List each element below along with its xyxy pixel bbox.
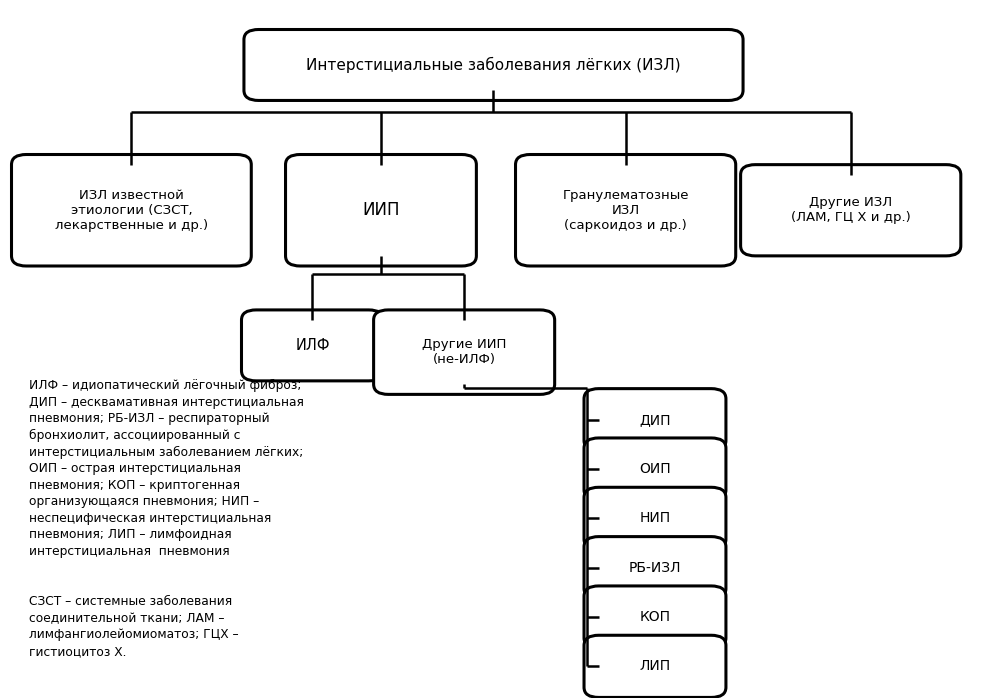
Text: НИП: НИП <box>639 512 669 526</box>
FancyBboxPatch shape <box>584 537 725 599</box>
Text: ОИП: ОИП <box>639 462 670 476</box>
Text: ИЛФ – идиопатический лёгочный фиброз;
ДИП – десквамативная интерстициальная
пнев: ИЛФ – идиопатический лёгочный фиброз; ДИ… <box>29 379 304 558</box>
Text: КОП: КОП <box>639 610 669 624</box>
Text: ИЗЛ известной
этиологии (СЗСТ,
лекарственные и др.): ИЗЛ известной этиологии (СЗСТ, лекарстве… <box>55 188 208 232</box>
FancyBboxPatch shape <box>584 438 725 500</box>
Text: ИИП: ИИП <box>362 201 399 219</box>
Text: СЗСТ – системные заболевания
соединительной ткани; ЛАМ –
лимфангиолейомиоматоз; : СЗСТ – системные заболевания соединитель… <box>29 595 238 658</box>
FancyBboxPatch shape <box>515 154 735 266</box>
FancyBboxPatch shape <box>285 154 476 266</box>
Text: Другие ИЗЛ
(ЛАМ, ГЦ Х и др.): Другие ИЗЛ (ЛАМ, ГЦ Х и др.) <box>790 196 910 224</box>
Text: ДИП: ДИП <box>639 413 670 426</box>
FancyBboxPatch shape <box>584 635 725 697</box>
Text: Интерстициальные заболевания лёгких (ИЗЛ): Интерстициальные заболевания лёгких (ИЗЛ… <box>306 57 680 73</box>
FancyBboxPatch shape <box>740 165 959 256</box>
FancyBboxPatch shape <box>584 389 725 451</box>
FancyBboxPatch shape <box>12 154 251 266</box>
FancyBboxPatch shape <box>374 310 554 394</box>
FancyBboxPatch shape <box>584 487 725 549</box>
FancyBboxPatch shape <box>244 29 742 101</box>
Text: Гранулематозные
ИЗЛ
(саркоидоз и др.): Гранулематозные ИЗЛ (саркоидоз и др.) <box>562 188 688 232</box>
FancyBboxPatch shape <box>242 310 383 381</box>
Text: Другие ИИП
(не-ИЛФ): Другие ИИП (не-ИЛФ) <box>422 338 506 366</box>
Text: ИЛФ: ИЛФ <box>295 338 329 353</box>
Text: ЛИП: ЛИП <box>639 660 669 674</box>
Text: РБ-ИЗЛ: РБ-ИЗЛ <box>628 560 680 574</box>
FancyBboxPatch shape <box>584 586 725 648</box>
